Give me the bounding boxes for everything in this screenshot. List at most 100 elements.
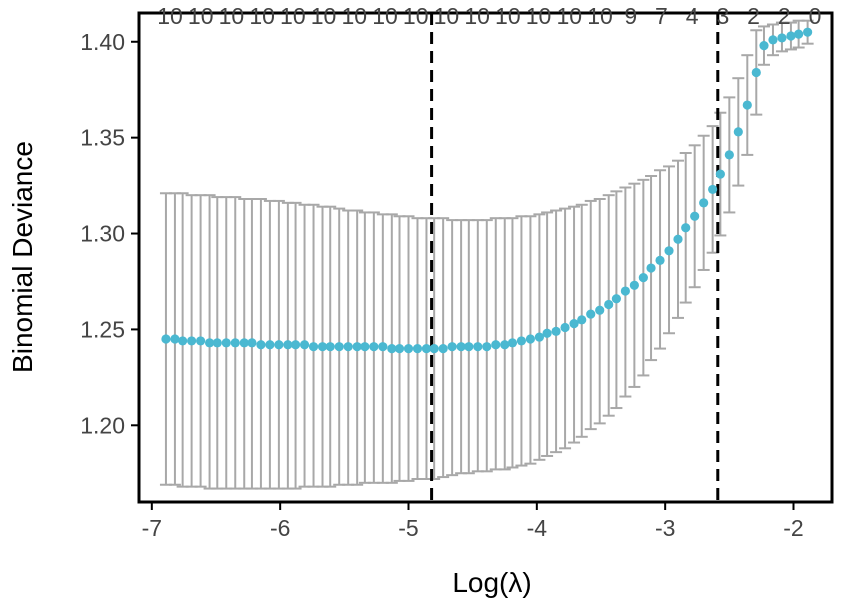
data-point — [178, 336, 188, 346]
y-tick-label: 1.20 — [80, 412, 125, 438]
top-count-label: 3 — [716, 3, 729, 29]
data-point — [777, 33, 787, 43]
data-point — [325, 342, 335, 352]
data-point — [429, 343, 439, 354]
top-count-label: 9 — [624, 3, 637, 29]
data-point — [360, 342, 370, 352]
top-count-label: 10 — [311, 3, 337, 29]
data-point — [265, 340, 275, 350]
data-point — [290, 340, 301, 350]
data-point — [378, 342, 388, 352]
data-point — [387, 343, 397, 354]
x-axis-title: Log(λ) — [452, 567, 531, 598]
top-count-label: 10 — [495, 3, 521, 29]
data-point — [586, 309, 596, 319]
top-count-label: 10 — [372, 3, 398, 29]
data-point — [759, 41, 769, 51]
data-point — [699, 198, 709, 208]
data-point — [733, 127, 743, 137]
top-count-label: 10 — [587, 3, 613, 29]
y-tick-label: 1.35 — [80, 125, 125, 151]
x-tick-label: -5 — [398, 515, 418, 541]
top-count-label: 10 — [157, 3, 183, 29]
data-point — [447, 342, 457, 352]
top-count-label: 2 — [747, 3, 760, 29]
data-point — [239, 338, 249, 348]
data-point — [170, 334, 180, 344]
top-count-label: 10 — [280, 3, 306, 29]
top-count-label: 0 — [809, 3, 822, 29]
data-point — [274, 340, 284, 350]
data-point — [187, 336, 197, 346]
data-point — [412, 343, 423, 354]
data-point — [786, 31, 796, 41]
data-point — [212, 338, 222, 348]
top-count-label: 10 — [219, 3, 245, 29]
data-point — [438, 343, 448, 354]
data-point — [343, 342, 353, 352]
data-point — [464, 342, 474, 352]
data-point — [352, 342, 362, 352]
data-point — [525, 334, 536, 344]
data-point — [577, 315, 587, 325]
x-tick-label: -7 — [142, 515, 162, 541]
top-count-label: 10 — [188, 3, 214, 29]
y-tick-label: 1.25 — [80, 316, 125, 342]
data-point — [317, 342, 328, 352]
data-point — [638, 273, 648, 283]
top-count-label: 4 — [686, 3, 699, 29]
data-point — [724, 150, 734, 160]
data-point — [655, 255, 665, 265]
top-count-label: 10 — [403, 3, 429, 29]
data-point — [629, 280, 639, 290]
data-point — [794, 29, 804, 39]
data-point — [308, 342, 319, 352]
data-point — [534, 332, 545, 342]
x-tick-label: -3 — [655, 515, 675, 541]
y-tick-label: 1.40 — [80, 29, 125, 55]
data-point — [516, 336, 527, 346]
y-tick-label: 1.30 — [80, 221, 125, 247]
data-point — [403, 343, 414, 354]
data-point — [421, 343, 432, 354]
data-point — [690, 211, 700, 221]
data-point — [256, 340, 266, 350]
top-count-label: 10 — [249, 3, 275, 29]
data-point — [742, 100, 752, 110]
data-point — [560, 322, 570, 333]
y-axis-title: Binomial Deviance — [7, 141, 38, 373]
data-point — [334, 342, 344, 352]
data-point — [473, 342, 483, 352]
data-point — [715, 169, 725, 179]
data-point — [491, 340, 501, 350]
plot-frame — [137, 11, 834, 504]
error-bars — [159, 19, 814, 490]
data-point — [507, 338, 518, 348]
data-point — [595, 305, 605, 315]
data-point — [369, 342, 379, 352]
data-point — [456, 342, 466, 352]
data-point — [394, 343, 405, 354]
top-count-label: 10 — [434, 3, 460, 29]
data-point — [230, 338, 240, 348]
top-count-label: 10 — [341, 3, 367, 29]
data-point — [681, 223, 691, 233]
data-point — [283, 340, 293, 350]
top-count-label: 7 — [655, 3, 668, 29]
data-point — [803, 27, 813, 37]
reference-lines — [430, 13, 720, 502]
data-point — [751, 67, 761, 78]
data-points — [161, 27, 813, 354]
data-point — [196, 336, 206, 346]
data-point — [161, 334, 171, 344]
data-point — [299, 340, 310, 350]
top-count-label: 10 — [556, 3, 582, 29]
data-point — [542, 328, 552, 338]
data-point — [664, 246, 674, 256]
x-axis: -7 -6 -5 -4 -3 -2 — [142, 502, 804, 541]
data-point — [673, 234, 683, 244]
data-point — [482, 342, 492, 352]
data-point — [646, 263, 656, 273]
top-count-label: 2 — [778, 3, 791, 29]
